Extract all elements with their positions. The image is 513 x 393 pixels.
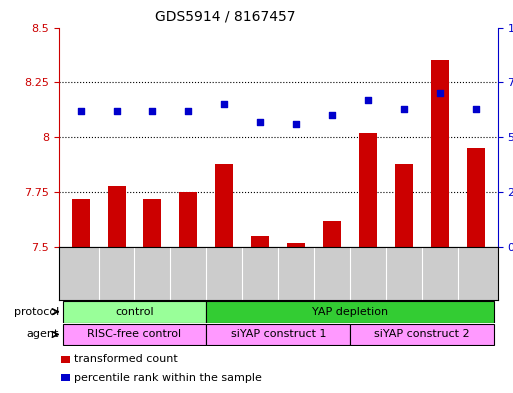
Bar	[431, 61, 449, 247]
Text: siYAP construct 2: siYAP construct 2	[374, 329, 470, 340]
Bar	[180, 192, 198, 247]
Bar	[215, 164, 233, 247]
Bar	[359, 133, 377, 247]
Point	[184, 108, 192, 114]
Point	[148, 108, 156, 114]
Bar	[63, 323, 206, 345]
Point	[328, 112, 337, 119]
Bar	[144, 199, 162, 247]
Point	[472, 106, 480, 112]
Bar	[63, 301, 206, 323]
Text: GDS5914 / 8167457: GDS5914 / 8167457	[155, 10, 296, 24]
Point	[112, 108, 121, 114]
Point	[76, 108, 85, 114]
Text: percentile rank within the sample: percentile rank within the sample	[74, 373, 262, 383]
Point	[436, 90, 444, 97]
Bar	[108, 185, 126, 247]
Bar	[251, 236, 269, 247]
Bar	[206, 301, 494, 323]
Bar	[467, 148, 485, 247]
Point	[292, 121, 301, 127]
Text: YAP depletion: YAP depletion	[312, 307, 388, 317]
Point	[220, 101, 228, 108]
Bar	[323, 221, 341, 247]
Text: siYAP construct 1: siYAP construct 1	[230, 329, 326, 340]
Bar	[350, 323, 494, 345]
Text: control: control	[115, 307, 154, 317]
Text: transformed count: transformed count	[74, 354, 177, 364]
Text: protocol: protocol	[14, 307, 59, 317]
Bar	[206, 323, 350, 345]
Point	[364, 97, 372, 103]
Text: agent: agent	[27, 329, 59, 340]
Bar	[72, 199, 90, 247]
Point	[256, 119, 264, 125]
Text: RISC-free control: RISC-free control	[87, 329, 182, 340]
Bar	[395, 164, 413, 247]
Point	[400, 106, 408, 112]
Bar	[287, 243, 305, 247]
